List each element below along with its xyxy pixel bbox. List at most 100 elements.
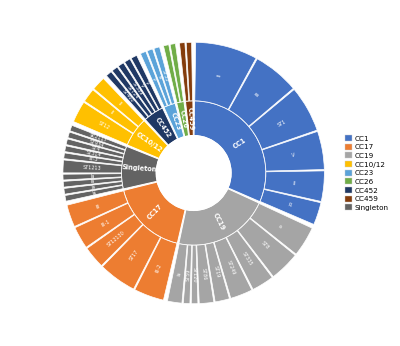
Text: II: II (293, 181, 296, 186)
Wedge shape (106, 72, 148, 119)
Text: ST1213: ST1213 (83, 165, 102, 171)
Wedge shape (226, 231, 272, 290)
Text: III: III (156, 74, 163, 80)
Wedge shape (260, 190, 321, 225)
Text: ST120: ST120 (192, 267, 197, 282)
Text: a: a (278, 224, 282, 229)
Text: ST1: ST1 (277, 119, 287, 128)
Wedge shape (264, 171, 324, 201)
Wedge shape (186, 42, 192, 101)
Wedge shape (154, 47, 175, 104)
Wedge shape (63, 160, 122, 173)
Wedge shape (177, 101, 189, 137)
Text: CC17: CC17 (146, 203, 164, 221)
Wedge shape (122, 146, 159, 189)
Wedge shape (84, 90, 138, 133)
Wedge shape (197, 244, 214, 303)
Wedge shape (124, 59, 158, 112)
Wedge shape (63, 174, 122, 180)
Wedge shape (168, 244, 187, 303)
Text: ST86: ST86 (200, 267, 207, 280)
Wedge shape (249, 90, 317, 149)
Wedge shape (180, 43, 189, 101)
Text: ST12130: ST12130 (106, 229, 126, 247)
Text: III-1: III-1 (100, 219, 111, 228)
Text: ST19: ST19 (212, 265, 220, 279)
Text: ST8: ST8 (260, 240, 270, 251)
Text: ST59: ST59 (185, 268, 191, 281)
Text: ST335: ST335 (241, 251, 254, 267)
Text: CC26: CC26 (179, 109, 188, 129)
Wedge shape (183, 245, 192, 304)
Text: Ia: Ia (90, 174, 94, 179)
Wedge shape (102, 225, 160, 289)
Text: CC19: CC19 (211, 212, 225, 232)
Wedge shape (206, 243, 230, 302)
Text: III-2: III-2 (155, 263, 163, 274)
Wedge shape (195, 42, 256, 110)
Wedge shape (191, 245, 198, 304)
Text: V: V (152, 77, 157, 82)
Text: CC23: CC23 (169, 111, 181, 131)
Wedge shape (87, 215, 143, 266)
Wedge shape (170, 44, 184, 102)
Text: Singleton: Singleton (121, 164, 157, 173)
Text: Ia: Ia (92, 190, 97, 195)
Text: CC459: CC459 (186, 107, 194, 130)
Text: ST460: ST460 (121, 88, 135, 103)
Text: CC452: CC452 (154, 116, 172, 139)
Wedge shape (131, 55, 162, 110)
Text: II: II (117, 101, 122, 106)
Text: II: II (109, 110, 115, 116)
Wedge shape (262, 131, 324, 171)
Wedge shape (64, 182, 122, 194)
Wedge shape (127, 120, 168, 158)
Wedge shape (179, 189, 259, 245)
Text: ST4: ST4 (90, 145, 100, 152)
Text: R: R (288, 202, 292, 208)
Text: III-3: III-3 (88, 156, 98, 163)
Text: ST12: ST12 (98, 120, 111, 130)
Text: ST314: ST314 (86, 150, 102, 158)
Wedge shape (64, 153, 122, 165)
Text: ST389: ST389 (131, 81, 144, 97)
Wedge shape (238, 218, 295, 276)
Text: ia: ia (176, 271, 182, 276)
Wedge shape (74, 102, 133, 145)
Wedge shape (94, 79, 144, 126)
Text: V: V (139, 83, 145, 88)
Wedge shape (70, 125, 126, 150)
Wedge shape (63, 177, 122, 187)
Wedge shape (164, 103, 184, 139)
Wedge shape (140, 51, 167, 107)
Text: CC1: CC1 (232, 137, 247, 149)
Wedge shape (75, 203, 134, 247)
Text: II: II (217, 73, 222, 77)
Wedge shape (147, 49, 171, 106)
Text: ST17: ST17 (129, 249, 140, 262)
Text: V: V (292, 153, 296, 158)
Text: ST934: ST934 (88, 139, 105, 148)
Text: Ia: Ia (90, 179, 95, 184)
Wedge shape (145, 108, 178, 145)
Wedge shape (124, 182, 185, 243)
Circle shape (156, 136, 231, 210)
Text: SE2117: SE2117 (89, 133, 108, 144)
Legend: CC1, CC17, CC19, CC10/12, CC23, CC26, CC452, CC459, Singleton: CC1, CC17, CC19, CC10/12, CC23, CC26, CC… (344, 134, 390, 212)
Text: ST724: ST724 (126, 84, 139, 100)
Wedge shape (118, 63, 155, 114)
Wedge shape (65, 185, 123, 201)
Wedge shape (67, 191, 128, 227)
Wedge shape (164, 45, 180, 103)
Wedge shape (229, 59, 293, 126)
Text: ST33: ST33 (161, 69, 169, 82)
Text: III: III (255, 91, 262, 98)
Wedge shape (214, 238, 252, 298)
Text: CC10/12: CC10/12 (134, 130, 163, 153)
Wedge shape (135, 237, 177, 300)
Wedge shape (65, 146, 123, 161)
Text: V: V (144, 80, 150, 85)
Wedge shape (68, 132, 125, 153)
Wedge shape (194, 101, 266, 202)
Text: ST249: ST249 (226, 260, 236, 275)
